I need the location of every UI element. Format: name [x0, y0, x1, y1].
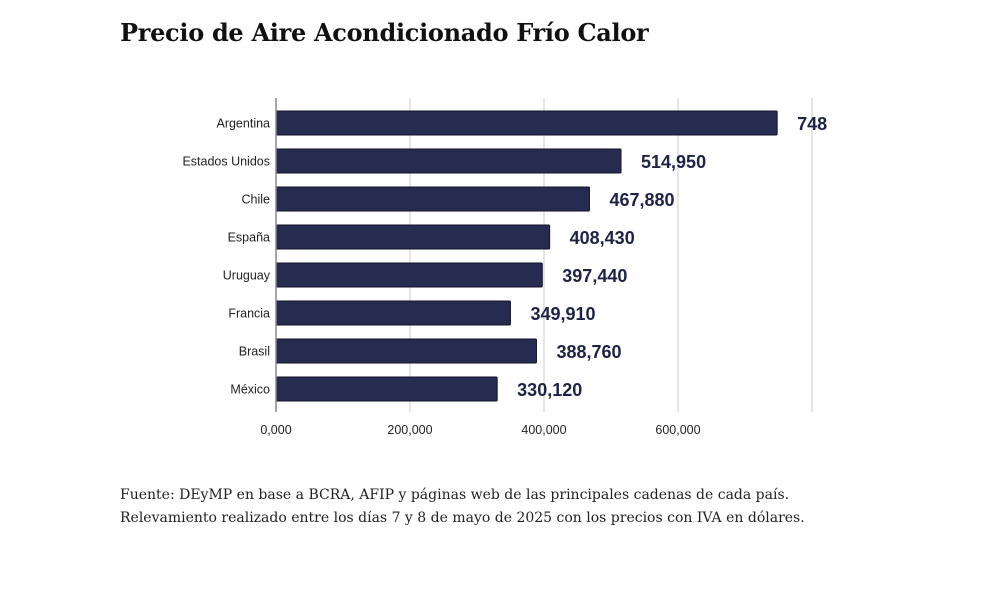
category-label: Argentina	[216, 117, 270, 131]
bar	[275, 300, 511, 326]
x-tick-label: 600,000	[655, 423, 700, 437]
data-label: 408,430	[570, 228, 635, 248]
category-label: Brasil	[239, 345, 270, 359]
x-tick-label: 400,000	[521, 423, 566, 437]
data-label: 397,440	[562, 266, 627, 286]
bar	[275, 376, 498, 402]
category-label: Estados Unidos	[182, 155, 270, 169]
data-label: 330,120	[517, 380, 582, 400]
bar	[275, 224, 551, 250]
chart-title: Precio de Aire Acondicionado Frío Calor	[120, 18, 649, 47]
bar	[275, 262, 543, 288]
x-tick-label: 0,000	[260, 423, 291, 437]
source-note: Fuente: DEyMP en base a BCRA, AFIP y pág…	[120, 487, 805, 526]
category-label: Chile	[242, 193, 271, 207]
category-label: Uruguay	[223, 269, 271, 283]
category-label: España	[228, 231, 270, 245]
bar	[275, 338, 537, 364]
data-label: 467,880	[609, 190, 674, 210]
bar	[275, 110, 778, 136]
bar	[275, 148, 622, 174]
data-label: 349,910	[530, 304, 595, 324]
category-label: Francia	[228, 307, 270, 321]
x-tick-label: 200,000	[387, 423, 432, 437]
bar	[275, 186, 590, 212]
data-label: 748	[797, 114, 827, 134]
category-label: México	[230, 383, 270, 397]
bar-chart: Argentina 748 Estados Unidos 514,950 Chile 46…	[182, 98, 827, 437]
data-label: 388,760	[556, 342, 621, 362]
data-label: 514,950	[641, 152, 706, 172]
